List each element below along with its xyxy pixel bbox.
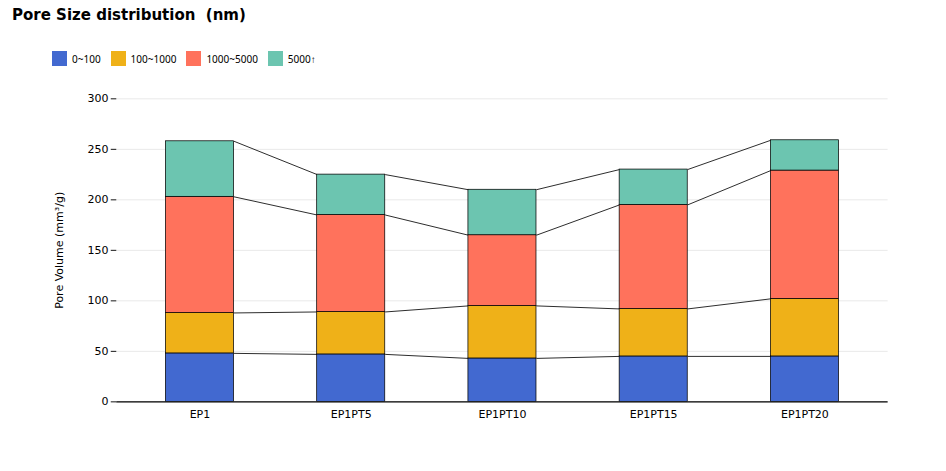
svg-text:300: 300 (87, 92, 108, 105)
svg-text:200: 200 (87, 193, 108, 206)
html-text:Pore Size distribution (nm): Pore Size distribution (nm) (12, 6, 246, 24)
svg-text:EP1PT10: EP1PT10 (478, 408, 526, 421)
svg-text:EP1PT20: EP1PT20 (781, 408, 829, 421)
svg-text:50: 50 (94, 345, 108, 358)
svg-text:EP1: EP1 (190, 408, 211, 421)
svg-text:100: 100 (87, 294, 108, 307)
svg-text:Pore Volume (mm³/g): Pore Volume (mm³/g) (53, 192, 66, 309)
html-text:5000↑: 5000↑ (287, 51, 316, 66)
svg-text:150: 150 (87, 244, 108, 257)
svg-text:0: 0 (101, 395, 108, 408)
html-text:0~100: 0~100 (72, 51, 101, 66)
html-text:1000~5000: 1000~5000 (206, 51, 258, 66)
html-text:100~1000: 100~1000 (130, 51, 177, 66)
svg-text:EP1PT15: EP1PT15 (630, 408, 678, 421)
svg-text:EP1PT5: EP1PT5 (331, 408, 372, 421)
svg-text:250: 250 (87, 143, 108, 156)
